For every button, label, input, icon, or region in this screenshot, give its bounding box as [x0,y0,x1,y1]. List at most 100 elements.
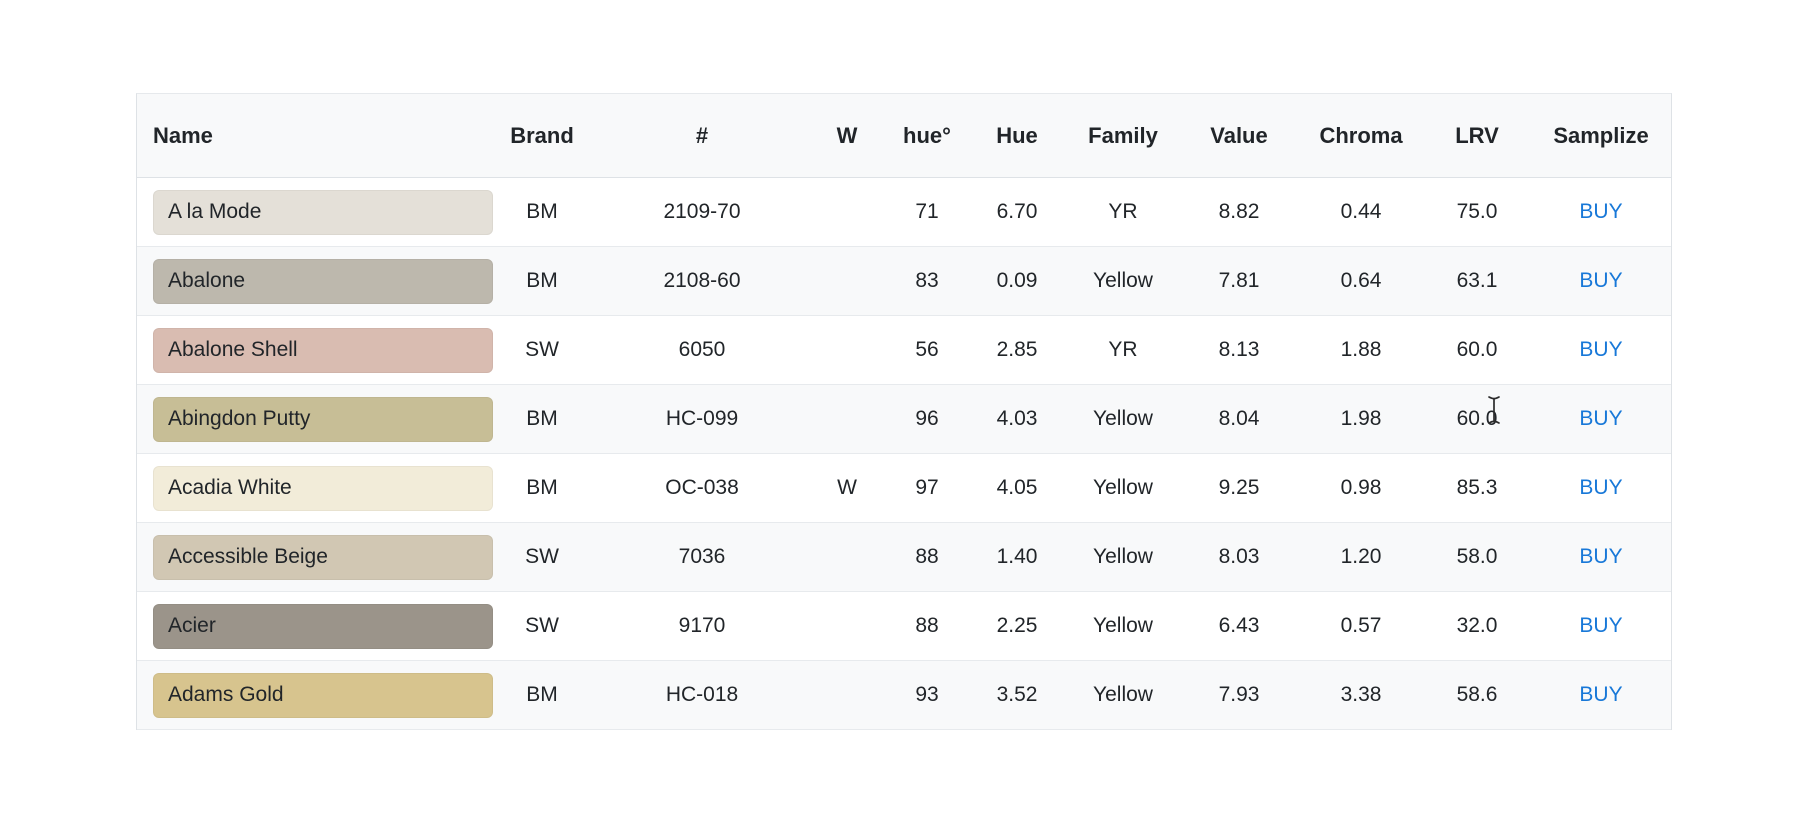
hue-cell: 1.40 [996,545,1038,568]
chroma-cell: 0.98 [1340,476,1382,499]
name-cell: Acadia White [137,465,493,511]
table-row: Abingdon Putty BM HC-099 96 4.03 Yellow 8.04 1.… [137,385,1671,454]
lrv-cell: 60.0 [1456,338,1498,361]
name-cell: Acier [137,603,493,649]
paint-name: Abalone [168,269,246,292]
hue-deg-cell: 88 [915,545,939,568]
hue-cell: 4.05 [996,476,1038,499]
buy-link[interactable]: BUY [1579,476,1623,499]
hue-cell: 2.25 [996,614,1038,637]
chroma-cell: 0.64 [1340,269,1382,292]
code-cell: 9170 [678,614,726,637]
paint-color-swatch: Abalone Shell [153,327,493,373]
samplize-cell: BUY [1531,269,1671,293]
samplize-cell: BUY [1531,200,1671,224]
lrv-cell: 63.1 [1456,269,1498,292]
lrv-cell: 58.6 [1456,683,1498,706]
paint-name: Abingdon Putty [168,407,311,430]
paint-name: Adams Gold [168,683,284,706]
lrv-cell: 58.0 [1456,545,1498,568]
column-header-hue: Hue [996,122,1038,148]
code-cell: 2108-60 [663,269,741,292]
lrv-cell: 32.0 [1456,614,1498,637]
paint-name: Accessible Beige [168,545,328,568]
buy-link[interactable]: BUY [1579,269,1623,292]
brand-cell: BM [526,407,558,430]
table-row: Abalone Shell SW 6050 56 2.85 YR 8.13 1.88 60.0 B… [137,316,1671,385]
buy-link[interactable]: BUY [1579,683,1623,706]
brand-cell: BM [526,683,558,706]
chroma-cell: 3.38 [1340,683,1382,706]
paint-color-swatch: Abingdon Putty [153,396,493,442]
column-header-code: # [695,122,709,148]
chroma-cell: 0.57 [1340,614,1382,637]
family-cell: Yellow [1093,269,1153,292]
column-header-value: Value [1210,122,1268,148]
code-cell: 6050 [678,338,726,361]
hue-deg-cell: 96 [915,407,939,430]
value-cell: 9.25 [1218,476,1260,499]
value-cell: 8.82 [1218,200,1260,223]
column-header-name: Name [153,122,213,148]
buy-link[interactable]: BUY [1579,614,1623,637]
column-header-chroma: Chroma [1319,122,1403,148]
value-cell: 8.03 [1218,545,1260,568]
family-cell: Yellow [1093,614,1153,637]
hue-cell: 6.70 [996,200,1038,223]
brand-cell: BM [526,200,558,223]
table-row: Acier SW 9170 88 2.25 Yellow 6.43 0.57 32.0 BUY [137,592,1671,661]
buy-link[interactable]: BUY [1579,338,1623,361]
hue-cell: 0.09 [996,269,1038,292]
value-cell: 8.13 [1218,338,1260,361]
lrv-cell: 85.3 [1456,476,1498,499]
lrv-cell: 60.0 [1456,407,1498,430]
name-cell: Abingdon Putty [137,396,493,442]
value-cell: 6.43 [1218,614,1260,637]
brand-cell: SW [525,338,559,361]
table-body: A la Mode BM 2109-70 71 6.70 YR 8.82 0.44 75.0 BU… [137,178,1671,730]
paint-name: Abalone Shell [168,338,298,361]
family-cell: Yellow [1093,545,1153,568]
name-cell: Abalone Shell [137,327,493,373]
value-cell: 7.81 [1218,269,1260,292]
buy-link[interactable]: BUY [1579,407,1623,430]
family-cell: YR [1108,338,1138,361]
paint-color-swatch: Acier [153,603,493,649]
column-header-w: W [836,122,858,148]
brand-cell: BM [526,269,558,292]
code-cell: 2109-70 [663,200,741,223]
code-cell: 7036 [678,545,726,568]
name-cell: A la Mode [137,189,493,235]
brand-cell: BM [526,476,558,499]
table-row: A la Mode BM 2109-70 71 6.70 YR 8.82 0.44 75.0 BU… [137,178,1671,247]
column-header-brand: Brand [510,122,574,148]
brand-cell: SW [525,614,559,637]
buy-link[interactable]: BUY [1579,545,1623,568]
hue-deg-cell: 97 [915,476,939,499]
hue-deg-cell: 56 [915,338,939,361]
family-cell: YR [1108,200,1138,223]
paint-name: A la Mode [168,200,262,223]
chroma-cell: 1.98 [1340,407,1382,430]
table-row: Abalone BM 2108-60 83 0.09 Yellow 7.81 0.64 63.1… [137,247,1671,316]
value-cell: 7.93 [1218,683,1260,706]
paint-name: Acadia White [168,476,292,499]
hue-deg-cell: 88 [915,614,939,637]
hue-deg-cell: 83 [915,269,939,292]
code-cell: HC-099 [665,407,739,430]
samplize-cell: BUY [1531,476,1671,500]
hue-cell: 4.03 [996,407,1038,430]
samplize-cell: BUY [1531,683,1671,707]
value-cell: 8.04 [1218,407,1260,430]
w-cell: W [837,476,857,499]
column-header-hue_deg: hue° [903,122,951,148]
paint-color-swatch: Accessible Beige [153,534,493,580]
hue-deg-cell: 71 [915,200,939,223]
paint-color-swatch: Adams Gold [153,672,493,718]
paint-color-swatch: A la Mode [153,189,493,235]
name-cell: Accessible Beige [137,534,493,580]
buy-link[interactable]: BUY [1579,200,1623,223]
